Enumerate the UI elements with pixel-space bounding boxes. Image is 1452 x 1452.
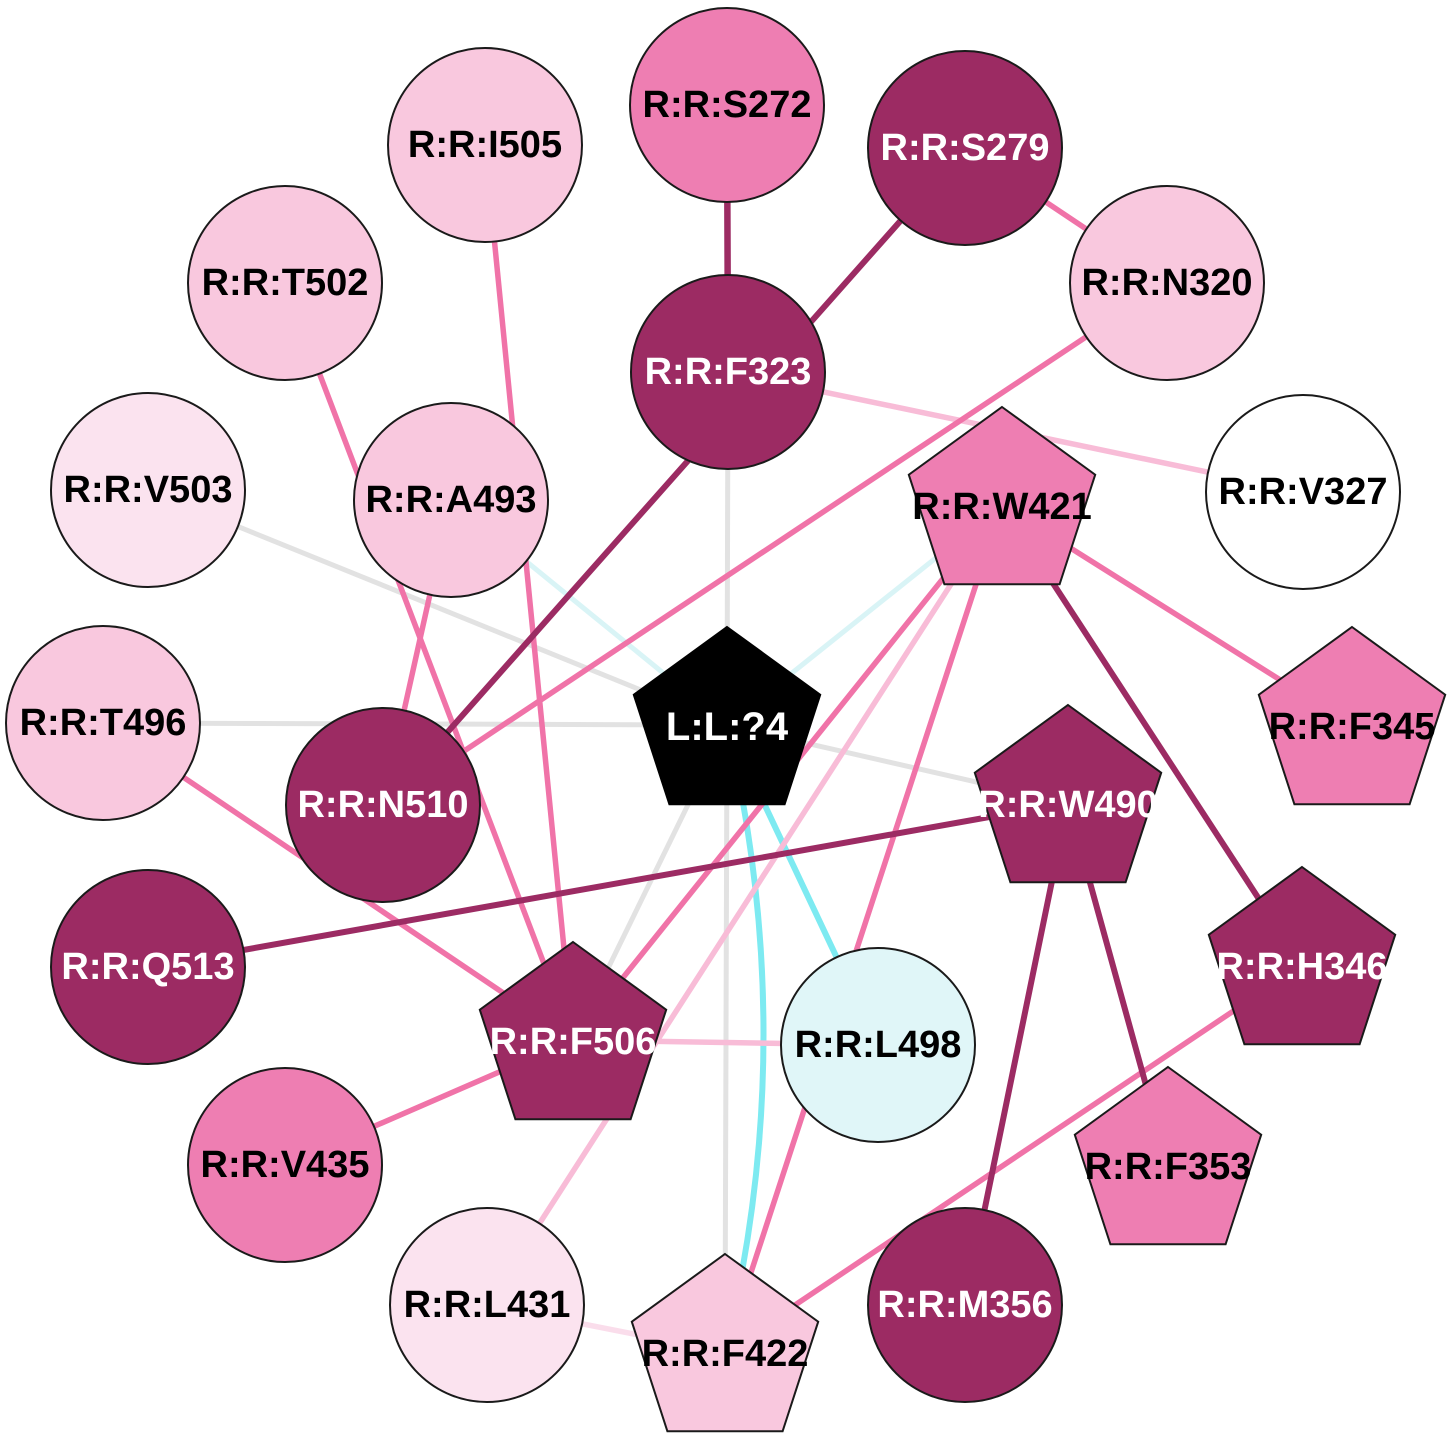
node-f506[interactable]: R:R:F506 xyxy=(478,940,668,1121)
residue-circle-v503[interactable] xyxy=(50,392,246,588)
node-label-f323: R:R:F323 xyxy=(645,351,812,393)
edge-T502-F506[interactable] xyxy=(282,280,576,1043)
node-m356[interactable]: R:R:M356 xyxy=(867,1207,1063,1403)
edge-LL4-F422[interactable] xyxy=(722,722,730,1355)
node-s279[interactable]: R:R:S279 xyxy=(867,50,1063,246)
node-l431[interactable]: R:R:L431 xyxy=(389,1207,585,1403)
residue-pentagon-w421[interactable] xyxy=(907,405,1097,586)
node-label-t502: R:R:T502 xyxy=(202,262,369,304)
node-f422[interactable]: R:R:F422 xyxy=(630,1252,820,1433)
residue-pentagon-h346[interactable] xyxy=(1207,865,1397,1046)
node-n320[interactable]: R:R:N320 xyxy=(1069,185,1265,381)
residue-circle-n510[interactable] xyxy=(285,707,481,903)
node-label-w490: R:R:W490 xyxy=(978,784,1157,826)
node-t502[interactable]: R:R:T502 xyxy=(187,185,383,381)
residue-circle-t496[interactable] xyxy=(5,625,201,821)
node-label-f345: R:R:F345 xyxy=(1269,706,1436,748)
residue-circle-v435[interactable] xyxy=(187,1067,383,1263)
node-v435[interactable]: R:R:V435 xyxy=(187,1067,383,1263)
node-w421[interactable]: R:R:W421 xyxy=(907,405,1097,586)
residue-circle-l498[interactable] xyxy=(780,947,976,1143)
edge-W421-F422[interactable] xyxy=(722,502,1005,1355)
node-label-s272: R:R:S272 xyxy=(643,84,812,126)
node-f345[interactable]: R:R:F345 xyxy=(1257,625,1447,806)
residue-circle-i505[interactable] xyxy=(387,47,583,243)
node-ll4[interactable]: L:L:?4 xyxy=(632,625,822,806)
node-label-l431: R:R:L431 xyxy=(404,1284,571,1326)
residue-circle-v327[interactable] xyxy=(1205,394,1401,590)
node-l498[interactable]: R:R:L498 xyxy=(780,947,976,1143)
node-label-v327: R:R:V327 xyxy=(1219,471,1388,513)
node-q513[interactable]: R:R:Q513 xyxy=(50,869,246,1065)
residue-pentagon-f422[interactable] xyxy=(630,1252,820,1433)
node-v327[interactable]: R:R:V327 xyxy=(1205,394,1401,590)
edge-N320-N510[interactable] xyxy=(380,280,1170,808)
residue-pentagon-w490[interactable] xyxy=(973,703,1163,884)
edge-W421-L431[interactable] xyxy=(484,502,1005,1308)
edge-LL4-V503[interactable] xyxy=(145,487,730,728)
node-f323[interactable]: R:R:F323 xyxy=(630,274,826,470)
node-h346[interactable]: R:R:H346 xyxy=(1207,865,1397,1046)
node-n510[interactable]: R:R:N510 xyxy=(285,707,481,903)
residue-circle-f323[interactable] xyxy=(630,274,826,470)
residue-circle-s279[interactable] xyxy=(867,50,1063,246)
node-label-l498: R:R:L498 xyxy=(795,1024,962,1066)
residue-circle-a493[interactable] xyxy=(353,402,549,598)
node-label-v435: R:R:V435 xyxy=(201,1144,370,1186)
node-label-n510: R:R:N510 xyxy=(297,784,468,826)
residue-circle-q513[interactable] xyxy=(50,869,246,1065)
node-label-n320: R:R:N320 xyxy=(1081,262,1252,304)
node-f353[interactable]: R:R:F353 xyxy=(1073,1065,1263,1246)
residue-circle-l431[interactable] xyxy=(389,1207,585,1403)
node-label-s279: R:R:S279 xyxy=(881,127,1050,169)
residue-pentagon-f345[interactable] xyxy=(1257,625,1447,806)
residue-circle-s272[interactable] xyxy=(629,7,825,203)
node-a493[interactable]: R:R:A493 xyxy=(353,402,549,598)
residue-pentagon-f353[interactable] xyxy=(1073,1065,1263,1246)
edge-H346-F422[interactable] xyxy=(722,962,1305,1355)
residue-circle-t502[interactable] xyxy=(187,185,383,381)
node-label-w421: R:R:W421 xyxy=(912,486,1091,528)
residue-pentagon-f506[interactable] xyxy=(478,940,668,1121)
node-label-a493: R:R:A493 xyxy=(365,479,536,521)
edge-Q513-W490[interactable] xyxy=(145,800,1071,970)
node-i505[interactable]: R:R:I505 xyxy=(387,47,583,243)
node-label-f506: R:R:F506 xyxy=(490,1021,657,1063)
edge-LL4-F422[interactable] xyxy=(722,722,767,1355)
node-label-v503: R:R:V503 xyxy=(64,469,233,511)
node-label-i505: R:R:I505 xyxy=(408,124,562,166)
residue-pentagon-ll4[interactable] xyxy=(632,625,822,806)
node-t496[interactable]: R:R:T496 xyxy=(5,625,201,821)
node-v503[interactable]: R:R:V503 xyxy=(50,392,246,588)
node-w490[interactable]: R:R:W490 xyxy=(973,703,1163,884)
node-label-f353: R:R:F353 xyxy=(1085,1146,1252,1188)
edge-S279-N510[interactable] xyxy=(380,145,968,808)
node-s272[interactable]: R:R:S272 xyxy=(629,7,825,203)
node-label-q513: R:R:Q513 xyxy=(61,946,234,988)
node-label-h346: R:R:H346 xyxy=(1216,946,1387,988)
node-label-m356: R:R:M356 xyxy=(877,1284,1052,1326)
residue-circle-m356[interactable] xyxy=(867,1207,1063,1403)
node-label-ll4: L:L:?4 xyxy=(666,705,789,749)
node-label-f422: R:R:F422 xyxy=(642,1333,809,1375)
residue-circle-n320[interactable] xyxy=(1069,185,1265,381)
node-label-t496: R:R:T496 xyxy=(20,702,187,744)
